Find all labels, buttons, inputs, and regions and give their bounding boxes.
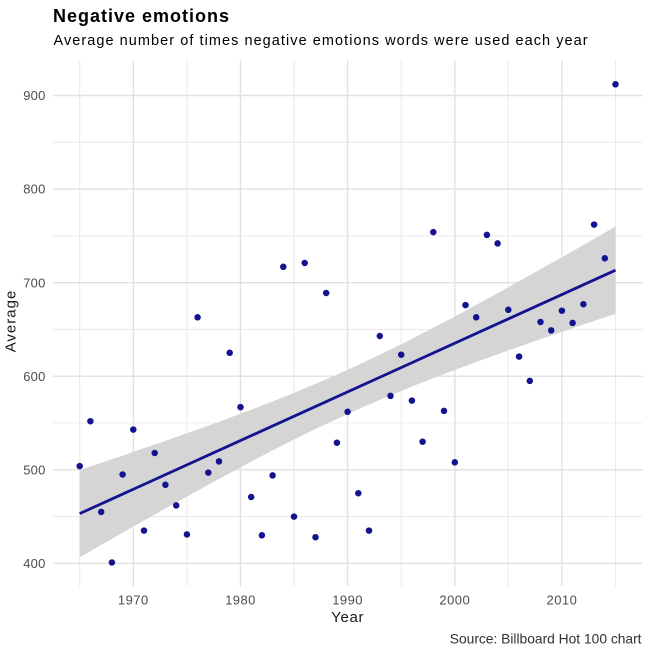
- svg-text:500: 500: [23, 462, 45, 477]
- svg-text:Average number of times negati: Average number of times negative emotion…: [54, 33, 589, 49]
- svg-text:Year: Year: [331, 609, 364, 626]
- svg-text:600: 600: [23, 369, 45, 384]
- svg-text:1970: 1970: [118, 593, 149, 608]
- svg-text:1990: 1990: [332, 593, 363, 608]
- svg-text:800: 800: [23, 182, 45, 197]
- svg-text:Negative emotions: Negative emotions: [53, 6, 230, 26]
- svg-text:2000: 2000: [439, 593, 470, 608]
- svg-text:2010: 2010: [547, 593, 578, 608]
- svg-text:900: 900: [23, 88, 45, 103]
- svg-text:700: 700: [23, 275, 45, 290]
- svg-text:1980: 1980: [225, 593, 256, 608]
- svg-text:400: 400: [23, 556, 45, 571]
- svg-text:Average: Average: [3, 290, 20, 353]
- svg-text:Source: Billboard Hot 100 char: Source: Billboard Hot 100 chart: [450, 632, 642, 647]
